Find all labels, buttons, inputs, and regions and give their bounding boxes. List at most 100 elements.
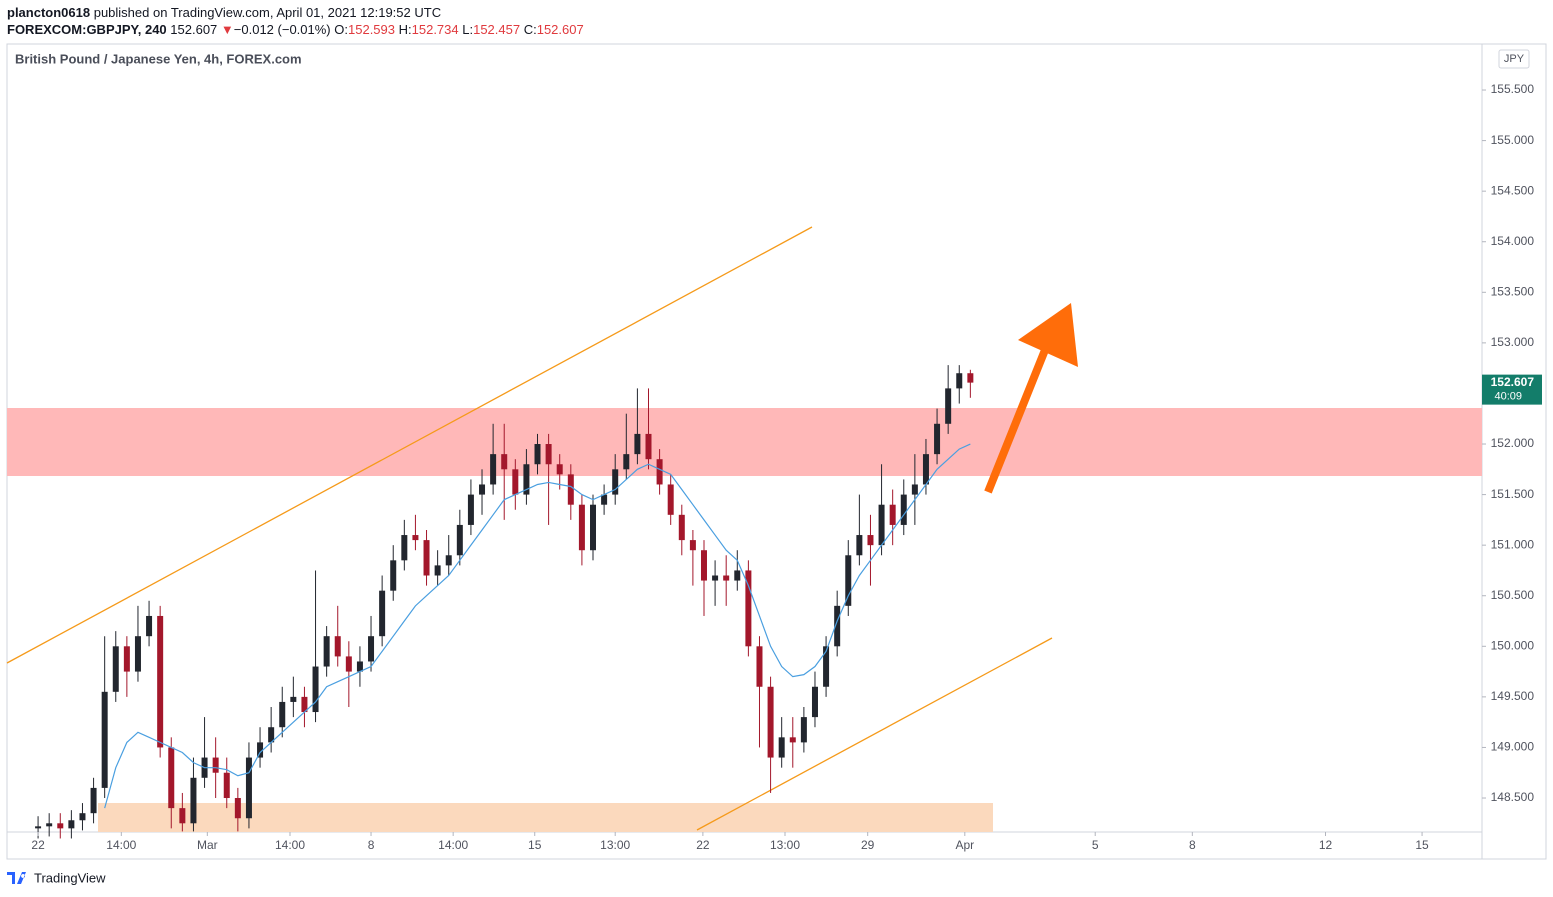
y-tick-label: 149.500 bbox=[1491, 689, 1535, 703]
candle-body bbox=[501, 454, 508, 470]
candle-body bbox=[46, 823, 53, 827]
candle-body bbox=[379, 590, 386, 637]
candle-body bbox=[567, 474, 574, 505]
candle-body bbox=[856, 535, 863, 556]
candle-body bbox=[678, 514, 685, 541]
candle-body bbox=[234, 798, 241, 819]
x-tick-label: 5 bbox=[1092, 838, 1099, 852]
y-tick-label: 152.000 bbox=[1491, 436, 1535, 450]
last: 152.607 bbox=[170, 22, 218, 37]
countdown: 40:09 bbox=[1494, 391, 1522, 403]
candle-body bbox=[368, 636, 375, 662]
y-tick-label: 155.500 bbox=[1491, 82, 1535, 96]
candle-body bbox=[878, 504, 885, 546]
x-tick-label: 29 bbox=[861, 838, 875, 852]
publish-line: plancton0618 published on TradingView.co… bbox=[7, 5, 441, 20]
candle-body bbox=[645, 433, 652, 460]
y-tick-label: 155.000 bbox=[1491, 133, 1535, 147]
ohlc-value: 152.734 bbox=[411, 22, 459, 37]
candle-body bbox=[590, 504, 597, 551]
candle-body bbox=[423, 540, 430, 576]
candle-body bbox=[79, 813, 86, 821]
candle-body bbox=[490, 454, 497, 485]
candle-body bbox=[823, 646, 830, 687]
candle-body bbox=[512, 469, 519, 495]
x-tick-label: 14:00 bbox=[438, 838, 468, 852]
x-tick-label: 13:00 bbox=[600, 838, 630, 852]
ohlc-value: 152.457 bbox=[473, 22, 521, 37]
candle-body bbox=[290, 696, 297, 702]
candle-body bbox=[811, 686, 818, 718]
candle-body bbox=[223, 772, 230, 799]
ohlc-label: C: bbox=[523, 22, 537, 37]
candle-body bbox=[257, 742, 264, 758]
candle-body bbox=[212, 757, 219, 773]
candle-body bbox=[934, 423, 941, 455]
candle-body bbox=[190, 777, 197, 824]
candle-body bbox=[834, 605, 841, 647]
y-tick-label: 151.000 bbox=[1491, 537, 1535, 551]
candle-body bbox=[323, 636, 330, 667]
x-tick-label: 8 bbox=[1189, 838, 1196, 852]
candle-body bbox=[789, 737, 796, 743]
x-tick-label: 14:00 bbox=[275, 838, 305, 852]
x-tick-label: 12 bbox=[1319, 838, 1333, 852]
symbol-line: FOREXCOM:GBPJPY, 240 152.607 ▼−0.012 (−0… bbox=[7, 22, 584, 37]
candle-body bbox=[101, 691, 108, 788]
y-tick-label: 148.500 bbox=[1491, 790, 1535, 804]
change: −0.012 (−0.01%) bbox=[233, 22, 331, 37]
candle-body bbox=[401, 535, 408, 561]
candle-body bbox=[867, 535, 874, 546]
x-tick-label: 13:00 bbox=[770, 838, 800, 852]
candle-body bbox=[301, 696, 308, 713]
candle-body bbox=[911, 484, 918, 495]
arrow-shaft bbox=[984, 348, 1049, 494]
candle-body bbox=[734, 570, 741, 581]
y-tick-label: 154.500 bbox=[1491, 183, 1535, 197]
candle-body bbox=[945, 388, 952, 424]
x-tick-label: 14:00 bbox=[106, 838, 136, 852]
candle-body bbox=[456, 524, 463, 556]
y-tick-label: 150.500 bbox=[1491, 588, 1535, 602]
moving-average bbox=[104, 443, 971, 809]
candle-body bbox=[689, 540, 696, 551]
ohlc-label: O: bbox=[334, 22, 348, 37]
last-price: 152.607 bbox=[1491, 375, 1535, 389]
author: plancton0618 bbox=[7, 5, 91, 20]
y-tick-label: 153.500 bbox=[1491, 284, 1535, 298]
published: published on TradingView.com, April 01, … bbox=[93, 5, 442, 20]
support-zone bbox=[98, 803, 993, 832]
candle-body bbox=[479, 484, 486, 495]
candle-body bbox=[412, 535, 419, 541]
candle-body bbox=[545, 444, 552, 465]
ohlc-label: H: bbox=[398, 22, 412, 37]
candle-body bbox=[922, 454, 929, 485]
candle-body bbox=[767, 686, 774, 758]
x-tick-label: 22 bbox=[696, 838, 710, 852]
candle-body bbox=[312, 666, 319, 713]
candle-body bbox=[712, 575, 719, 581]
candle-body bbox=[434, 565, 441, 576]
candle-body bbox=[700, 550, 707, 581]
candle-body bbox=[800, 717, 807, 743]
candle-body bbox=[556, 464, 563, 475]
candle-body bbox=[900, 494, 907, 525]
candle-body bbox=[179, 808, 186, 824]
x-tick-label: 22 bbox=[31, 838, 45, 852]
currency-box bbox=[1498, 49, 1530, 69]
candle-body bbox=[268, 727, 275, 743]
candle-body bbox=[634, 433, 641, 455]
candle-body bbox=[845, 555, 852, 606]
x-tick-label: Apr bbox=[955, 838, 974, 852]
candle-body bbox=[57, 823, 64, 829]
price-tag bbox=[1482, 374, 1542, 405]
arrow-head bbox=[1018, 303, 1078, 367]
candle-body bbox=[35, 826, 42, 829]
logo bbox=[7, 872, 26, 884]
candle-body bbox=[612, 469, 619, 495]
ohlc-value: 152.607 bbox=[536, 22, 584, 37]
resistance-zone bbox=[7, 408, 1482, 476]
candle-body bbox=[245, 757, 252, 819]
candle-body bbox=[778, 737, 785, 758]
